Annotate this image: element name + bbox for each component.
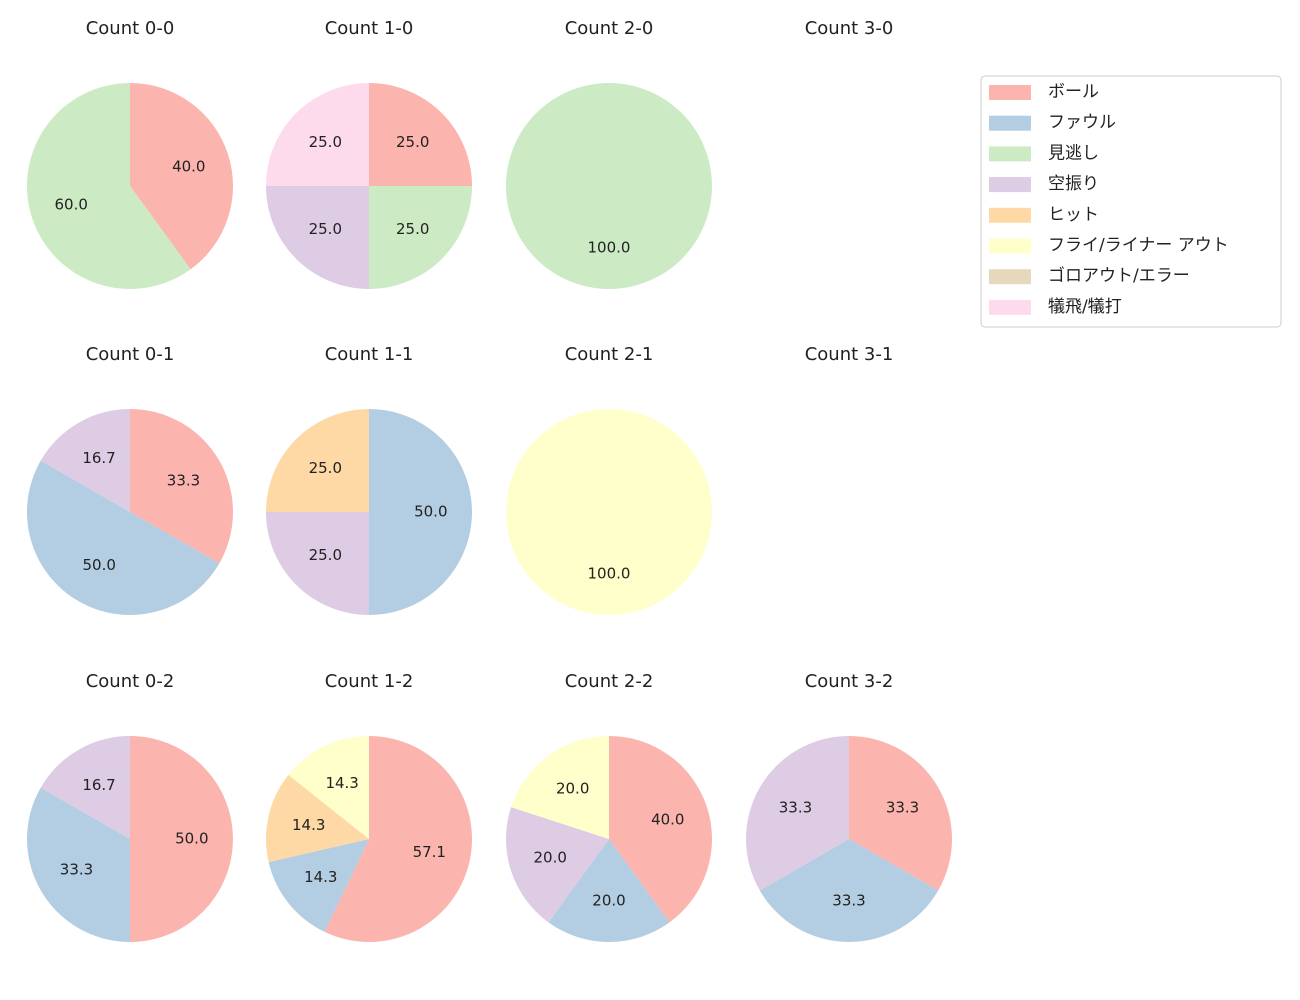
pie-slice	[548, 839, 670, 942]
pie-slice	[27, 787, 131, 942]
chart-title: Count 1-2	[325, 671, 414, 692]
pie-slice	[745, 736, 849, 891]
chart-title: Count 2-2	[565, 671, 654, 692]
value-label: 60.0	[55, 196, 88, 214]
legend-swatch	[989, 85, 1031, 100]
value-label: 33.3	[167, 472, 200, 490]
chart-title: Count 0-1	[86, 344, 175, 365]
pie-slice	[511, 736, 609, 839]
value-label: 16.7	[82, 449, 115, 467]
chart-title: Count 2-0	[565, 18, 654, 39]
chart-title: Count 2-1	[565, 344, 654, 365]
pie-slice	[265, 774, 369, 863]
pie-slice	[759, 839, 939, 942]
chart-title: Count 1-1	[325, 344, 414, 365]
legend-box	[980, 75, 1282, 328]
pie-slice	[369, 409, 472, 615]
value-label: 25.0	[309, 133, 342, 151]
pie-slice	[266, 186, 369, 289]
legend-label: ヒット	[1048, 205, 1099, 225]
pie-slice	[266, 512, 369, 615]
pie-slice	[506, 409, 712, 615]
pie-slice	[324, 736, 473, 943]
value-label: 40.0	[651, 810, 684, 828]
value-label: 14.3	[292, 816, 325, 834]
pie-slice	[369, 186, 472, 289]
pie-slice	[266, 409, 369, 512]
value-label: 20.0	[592, 891, 625, 909]
pie-slice	[369, 83, 472, 186]
legend-label: 犠飛/犠打	[1048, 297, 1122, 317]
chart-title: Count 0-0	[86, 18, 175, 39]
value-label: 57.1	[413, 843, 446, 861]
legend-swatch	[989, 146, 1031, 162]
legend-swatch	[989, 299, 1031, 315]
value-label: 33.3	[60, 860, 93, 878]
value-label: 33.3	[779, 799, 812, 817]
legend-swatch	[989, 238, 1031, 254]
value-label: 33.3	[832, 891, 865, 909]
value-label: 25.0	[396, 220, 429, 238]
value-label: 25.0	[309, 459, 342, 477]
pie-slice	[130, 409, 234, 564]
value-label: 100.0	[588, 564, 631, 582]
legend-swatch	[989, 207, 1031, 223]
chart-title: Count 1-0	[325, 18, 414, 39]
pie-slice	[26, 460, 220, 615]
value-label: 100.0	[588, 238, 631, 256]
value-label: 50.0	[83, 556, 116, 574]
value-label: 50.0	[414, 503, 447, 521]
chart-title: Count 3-1	[805, 344, 894, 365]
legend-label: 見逃し	[1048, 143, 1099, 163]
value-label: 14.3	[325, 774, 358, 792]
value-label: 25.0	[309, 220, 342, 238]
chart-title: Count 3-2	[805, 671, 894, 692]
value-label: 25.0	[396, 133, 429, 151]
pie-slice	[288, 736, 369, 839]
pie-slice	[849, 736, 952, 891]
pie-slice	[506, 83, 712, 289]
value-label: 16.7	[82, 776, 115, 794]
pie-slice	[40, 409, 130, 512]
pie-slice	[506, 807, 609, 923]
legend-swatch	[989, 177, 1031, 193]
legend-swatch	[989, 115, 1031, 131]
pie-slice	[26, 83, 191, 289]
pie-slice	[130, 736, 233, 942]
value-label: 14.3	[304, 868, 337, 886]
value-label: 40.0	[172, 157, 205, 175]
value-label: 33.3	[886, 799, 919, 817]
legend-swatch	[989, 269, 1031, 285]
chart-title: Count 0-2	[86, 671, 175, 692]
legend-label: ファウル	[1048, 113, 1116, 133]
value-label: 20.0	[534, 849, 567, 867]
pie-slice	[266, 83, 369, 186]
legend-label: ゴロアウト/エラー	[1048, 265, 1190, 286]
pie-slice	[609, 736, 713, 923]
chart-title: Count 3-0	[805, 18, 894, 39]
pie-slice	[268, 839, 369, 932]
pie-slice	[40, 736, 130, 839]
legend-label: ボール	[1048, 82, 1099, 102]
value-label: 25.0	[309, 546, 342, 564]
pie-slice	[130, 83, 233, 270]
legend-label: 空振り	[1048, 174, 1099, 194]
value-label: 20.0	[556, 780, 589, 798]
value-label: 50.0	[175, 830, 208, 848]
legend-label: フライ/ライナー アウト	[1048, 236, 1229, 256]
